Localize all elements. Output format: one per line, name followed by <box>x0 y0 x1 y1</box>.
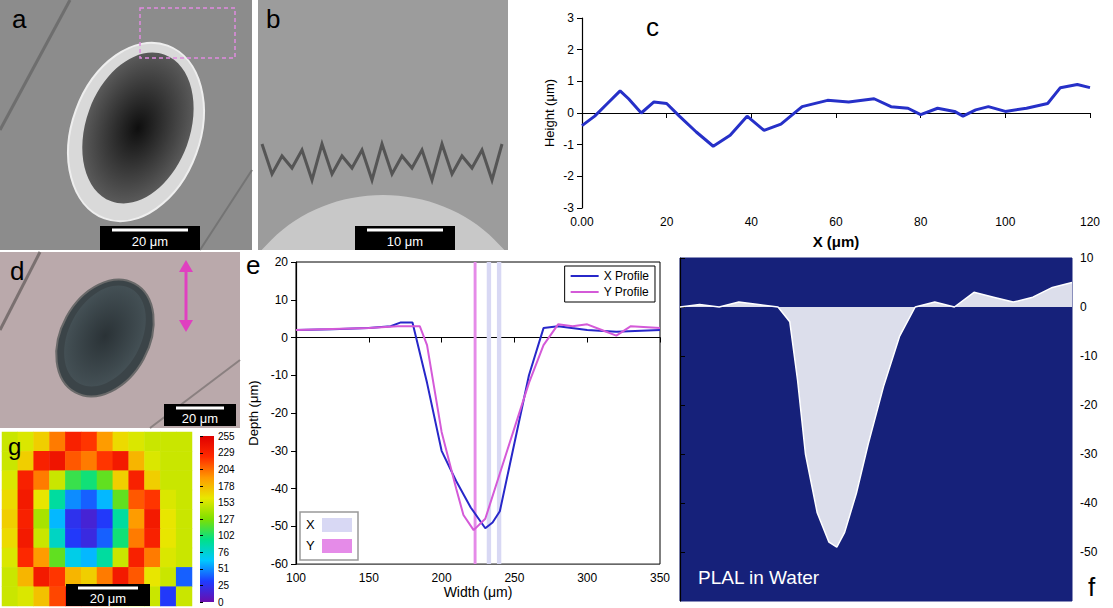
svg-text:X Profile: X Profile <box>604 269 650 283</box>
svg-text:X (μm): X (μm) <box>813 233 860 250</box>
svg-text:250: 250 <box>504 571 524 585</box>
svg-text:d: d <box>10 256 24 286</box>
svg-text:-10: -10 <box>1080 349 1098 363</box>
svg-text:Depth (μm): Depth (μm) <box>246 380 261 445</box>
svg-text:-10: -10 <box>271 368 289 382</box>
svg-text:20 μm: 20 μm <box>182 411 218 426</box>
svg-text:e: e <box>246 250 260 280</box>
svg-text:-30: -30 <box>271 444 289 458</box>
svg-text:PLAL in Water: PLAL in Water <box>698 567 820 588</box>
svg-text:80: 80 <box>914 215 928 229</box>
svg-text:51: 51 <box>218 563 230 574</box>
svg-text:Height (μm): Height (μm) <box>542 79 557 147</box>
svg-text:b: b <box>266 4 280 34</box>
svg-text:-60: -60 <box>271 557 289 571</box>
svg-text:100: 100 <box>995 215 1015 229</box>
svg-text:-1: -1 <box>563 138 574 152</box>
svg-text:X: X <box>306 517 315 532</box>
svg-text:0: 0 <box>218 597 224 608</box>
svg-text:-3: -3 <box>563 201 574 215</box>
svg-text:102: 102 <box>218 530 235 541</box>
svg-text:0: 0 <box>567 106 574 120</box>
svg-text:178: 178 <box>218 481 235 492</box>
svg-text:g: g <box>8 433 21 460</box>
svg-text:-20: -20 <box>271 406 289 420</box>
svg-text:0.00: 0.00 <box>570 215 594 229</box>
svg-text:20 μm: 20 μm <box>90 591 126 606</box>
svg-text:25: 25 <box>218 580 230 591</box>
svg-text:204: 204 <box>218 464 235 475</box>
svg-text:10: 10 <box>275 293 289 307</box>
svg-text:2: 2 <box>567 43 574 57</box>
svg-text:a: a <box>12 4 27 34</box>
svg-text:76: 76 <box>218 547 230 558</box>
svg-text:20: 20 <box>660 215 674 229</box>
svg-text:40: 40 <box>745 215 759 229</box>
svg-text:350: 350 <box>650 571 670 585</box>
svg-text:20: 20 <box>275 255 289 269</box>
svg-text:255: 255 <box>218 431 235 442</box>
svg-text:Y: Y <box>306 538 315 553</box>
svg-text:120: 120 <box>1080 215 1100 229</box>
svg-text:c: c <box>646 12 659 42</box>
svg-text:Y Profile: Y Profile <box>604 285 649 299</box>
svg-text:0: 0 <box>281 331 288 345</box>
svg-text:10 μm: 10 μm <box>387 234 423 249</box>
svg-text:-20: -20 <box>1080 398 1098 412</box>
svg-text:100: 100 <box>286 571 306 585</box>
svg-text:0: 0 <box>1080 300 1087 314</box>
svg-text:-40: -40 <box>271 482 289 496</box>
svg-text:127: 127 <box>218 514 235 525</box>
svg-text:229: 229 <box>218 447 235 458</box>
svg-text:-50: -50 <box>1080 545 1098 559</box>
svg-text:-30: -30 <box>1080 447 1098 461</box>
svg-text:150: 150 <box>359 571 379 585</box>
svg-text:10: 10 <box>1080 251 1094 265</box>
svg-text:-50: -50 <box>271 519 289 533</box>
svg-text:f: f <box>1088 572 1096 602</box>
svg-text:200: 200 <box>432 571 452 585</box>
svg-text:-40: -40 <box>1080 496 1098 510</box>
svg-text:3: 3 <box>567 11 574 25</box>
svg-text:1: 1 <box>567 74 574 88</box>
svg-text:20 μm: 20 μm <box>132 234 168 249</box>
svg-text:-2: -2 <box>563 169 574 183</box>
svg-text:300: 300 <box>577 571 597 585</box>
svg-text:153: 153 <box>218 497 235 508</box>
svg-text:Width (μm): Width (μm) <box>444 584 513 600</box>
svg-text:60: 60 <box>829 215 843 229</box>
